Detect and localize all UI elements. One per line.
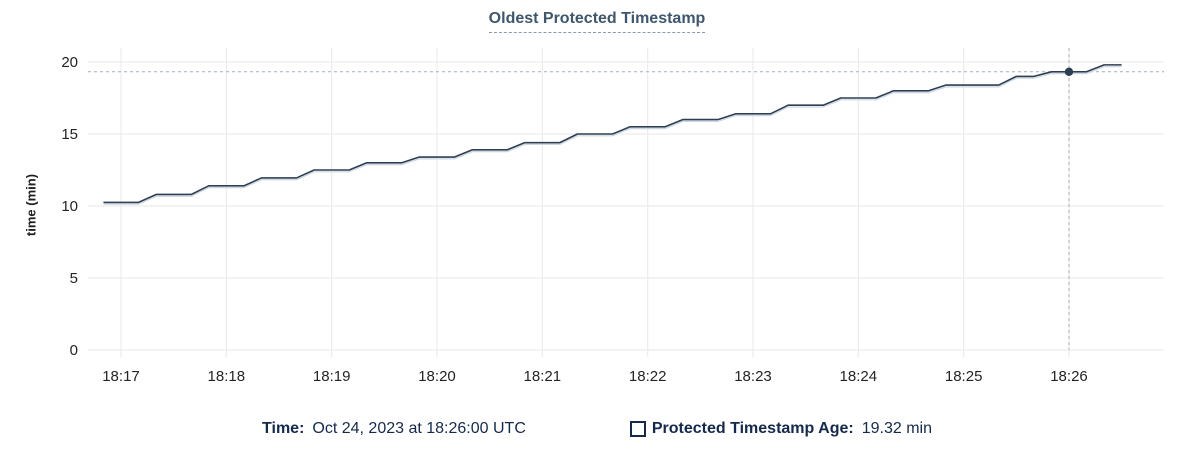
chart-title[interactable]: Oldest Protected Timestamp	[488, 10, 706, 33]
legend-time-value: Oct 24, 2023 at 18:26:00 UTC	[312, 420, 526, 437]
y-tick-label: 15	[61, 126, 78, 143]
x-tick-label: 18:18	[208, 368, 246, 385]
series-line	[103, 64, 1122, 204]
legend-series-label[interactable]: Protected Timestamp Age:	[651, 420, 854, 437]
y-tick-label: 5	[70, 270, 78, 287]
x-tick-label: 18:25	[945, 368, 983, 385]
y-tick-label: 10	[61, 198, 78, 215]
highlight-dot	[1064, 67, 1074, 76]
x-tick-label: 18:26	[1050, 368, 1088, 385]
legend-time-label: Time:	[262, 420, 305, 437]
x-tick-label: 18:22	[629, 368, 667, 385]
legend-series-value: 19.32 min	[861, 420, 932, 437]
chart-footer-legend: Time: Oct 24, 2023 at 18:26:00 UTC Prote…	[0, 420, 1194, 438]
chart-plot-area[interactable]: 0 5 10 15 20 18:17 18:18 18:19 18:20 18:21 18:22 18…	[0, 0, 1194, 410]
x-tick-label: 18:23	[734, 368, 772, 385]
x-tick-label: 18:17	[102, 368, 140, 385]
x-tick-label: 18:20	[418, 368, 456, 385]
x-tick-label: 18:24	[840, 368, 878, 385]
x-tick-label: 18:21	[524, 368, 562, 385]
y-tick-label: 0	[70, 342, 78, 359]
y-tick-label: 20	[61, 54, 78, 71]
chart-title-row: Oldest Protected Timestamp	[0, 10, 1194, 33]
x-tick-label: 18:19	[313, 368, 351, 385]
series-line-halo	[103, 66, 1122, 205]
checkbox-unchecked-icon[interactable]	[629, 421, 646, 437]
